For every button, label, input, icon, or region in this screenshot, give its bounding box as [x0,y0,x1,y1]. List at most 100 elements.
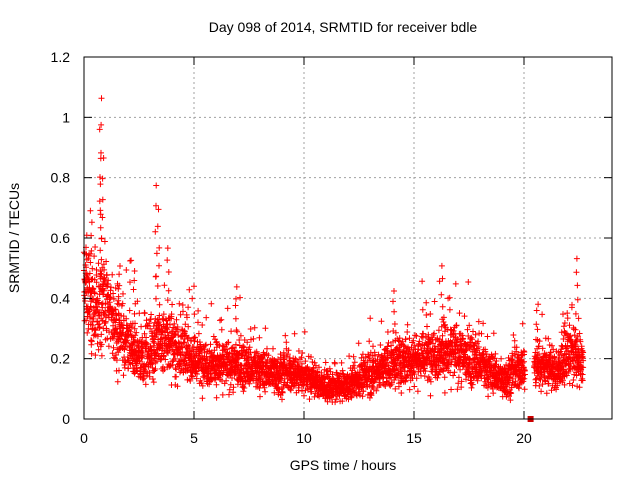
data-point [182,352,188,359]
data-point [560,323,567,330]
data-point [484,333,491,340]
peak-point [232,315,239,322]
peak-point [156,262,162,269]
peak-point [99,175,106,182]
data-point [422,368,429,375]
data-point [171,320,178,327]
data-point [247,326,254,332]
data-point [331,360,338,367]
data-point [568,304,575,311]
data-point [98,271,105,278]
peak-point [98,256,105,263]
peak-point [390,298,396,305]
data-point [153,358,160,365]
data-point [199,395,206,402]
data-point [554,382,561,389]
data-point [371,378,378,385]
data-point [474,377,481,384]
data-point [511,337,518,344]
data-point [144,340,151,347]
data-point [187,377,194,384]
data-point [329,371,336,378]
peak-point [534,352,541,359]
data-point [189,295,196,302]
data-point [492,350,499,357]
data-point [475,318,482,325]
data-point [385,362,392,369]
data-point [123,315,130,322]
data-point [281,359,288,366]
data-point [576,330,583,337]
data-point [338,359,345,366]
data-point [576,384,583,391]
data-point [94,340,101,347]
data-point [184,314,190,321]
data-point [423,299,430,306]
peak-point [390,328,397,334]
data-point [195,319,201,326]
data-point [262,325,269,332]
peak-point [153,182,160,189]
data-point [308,354,314,360]
data-point [577,338,584,345]
data-point [299,388,305,394]
data-point [110,296,117,302]
data-point [185,323,192,330]
data-point [411,371,418,378]
data-point [413,375,420,382]
data-point [181,328,188,335]
data-point [519,360,526,366]
data-point [567,332,574,339]
data-point [112,285,119,291]
data-point [226,391,232,398]
data-point [436,278,443,285]
data-point [175,332,182,339]
peak-point [233,283,240,290]
data-point [520,378,527,385]
data-point [231,347,238,354]
peak-point [164,297,171,304]
data-point [149,376,156,382]
peak-point [115,293,122,300]
peak-point [89,265,96,272]
data-point [101,287,107,294]
data-point [440,368,447,375]
data-point [173,373,180,380]
peak-point [233,295,239,302]
data-point [264,345,270,352]
peak-point [153,250,160,257]
data-point [377,342,384,348]
peak-point [440,314,447,321]
data-point [90,315,97,322]
data-point [256,334,263,341]
data-point [406,335,413,342]
data-point [179,302,186,308]
data-point [384,329,391,335]
data-point [423,312,430,318]
data-point [118,332,125,339]
data-point [199,382,206,389]
data-point [485,393,492,400]
data-point [446,306,453,313]
data-point [160,311,167,318]
peak-point [156,244,163,251]
data-point [120,290,126,297]
data-point [470,328,476,335]
data-point [94,303,100,310]
data-point [311,359,318,366]
data-point [402,354,409,360]
data-point [88,350,95,357]
data-point [219,391,226,398]
data-point [478,330,485,337]
data-point [223,346,230,353]
data-point [210,333,217,340]
data-point [180,308,186,315]
data-point [569,382,576,389]
data-point [424,323,430,330]
peak-point [572,326,579,333]
data-point [86,270,93,277]
peak-point [99,196,106,203]
data-point [427,378,434,385]
data-point [490,390,497,397]
data-point [359,393,366,400]
